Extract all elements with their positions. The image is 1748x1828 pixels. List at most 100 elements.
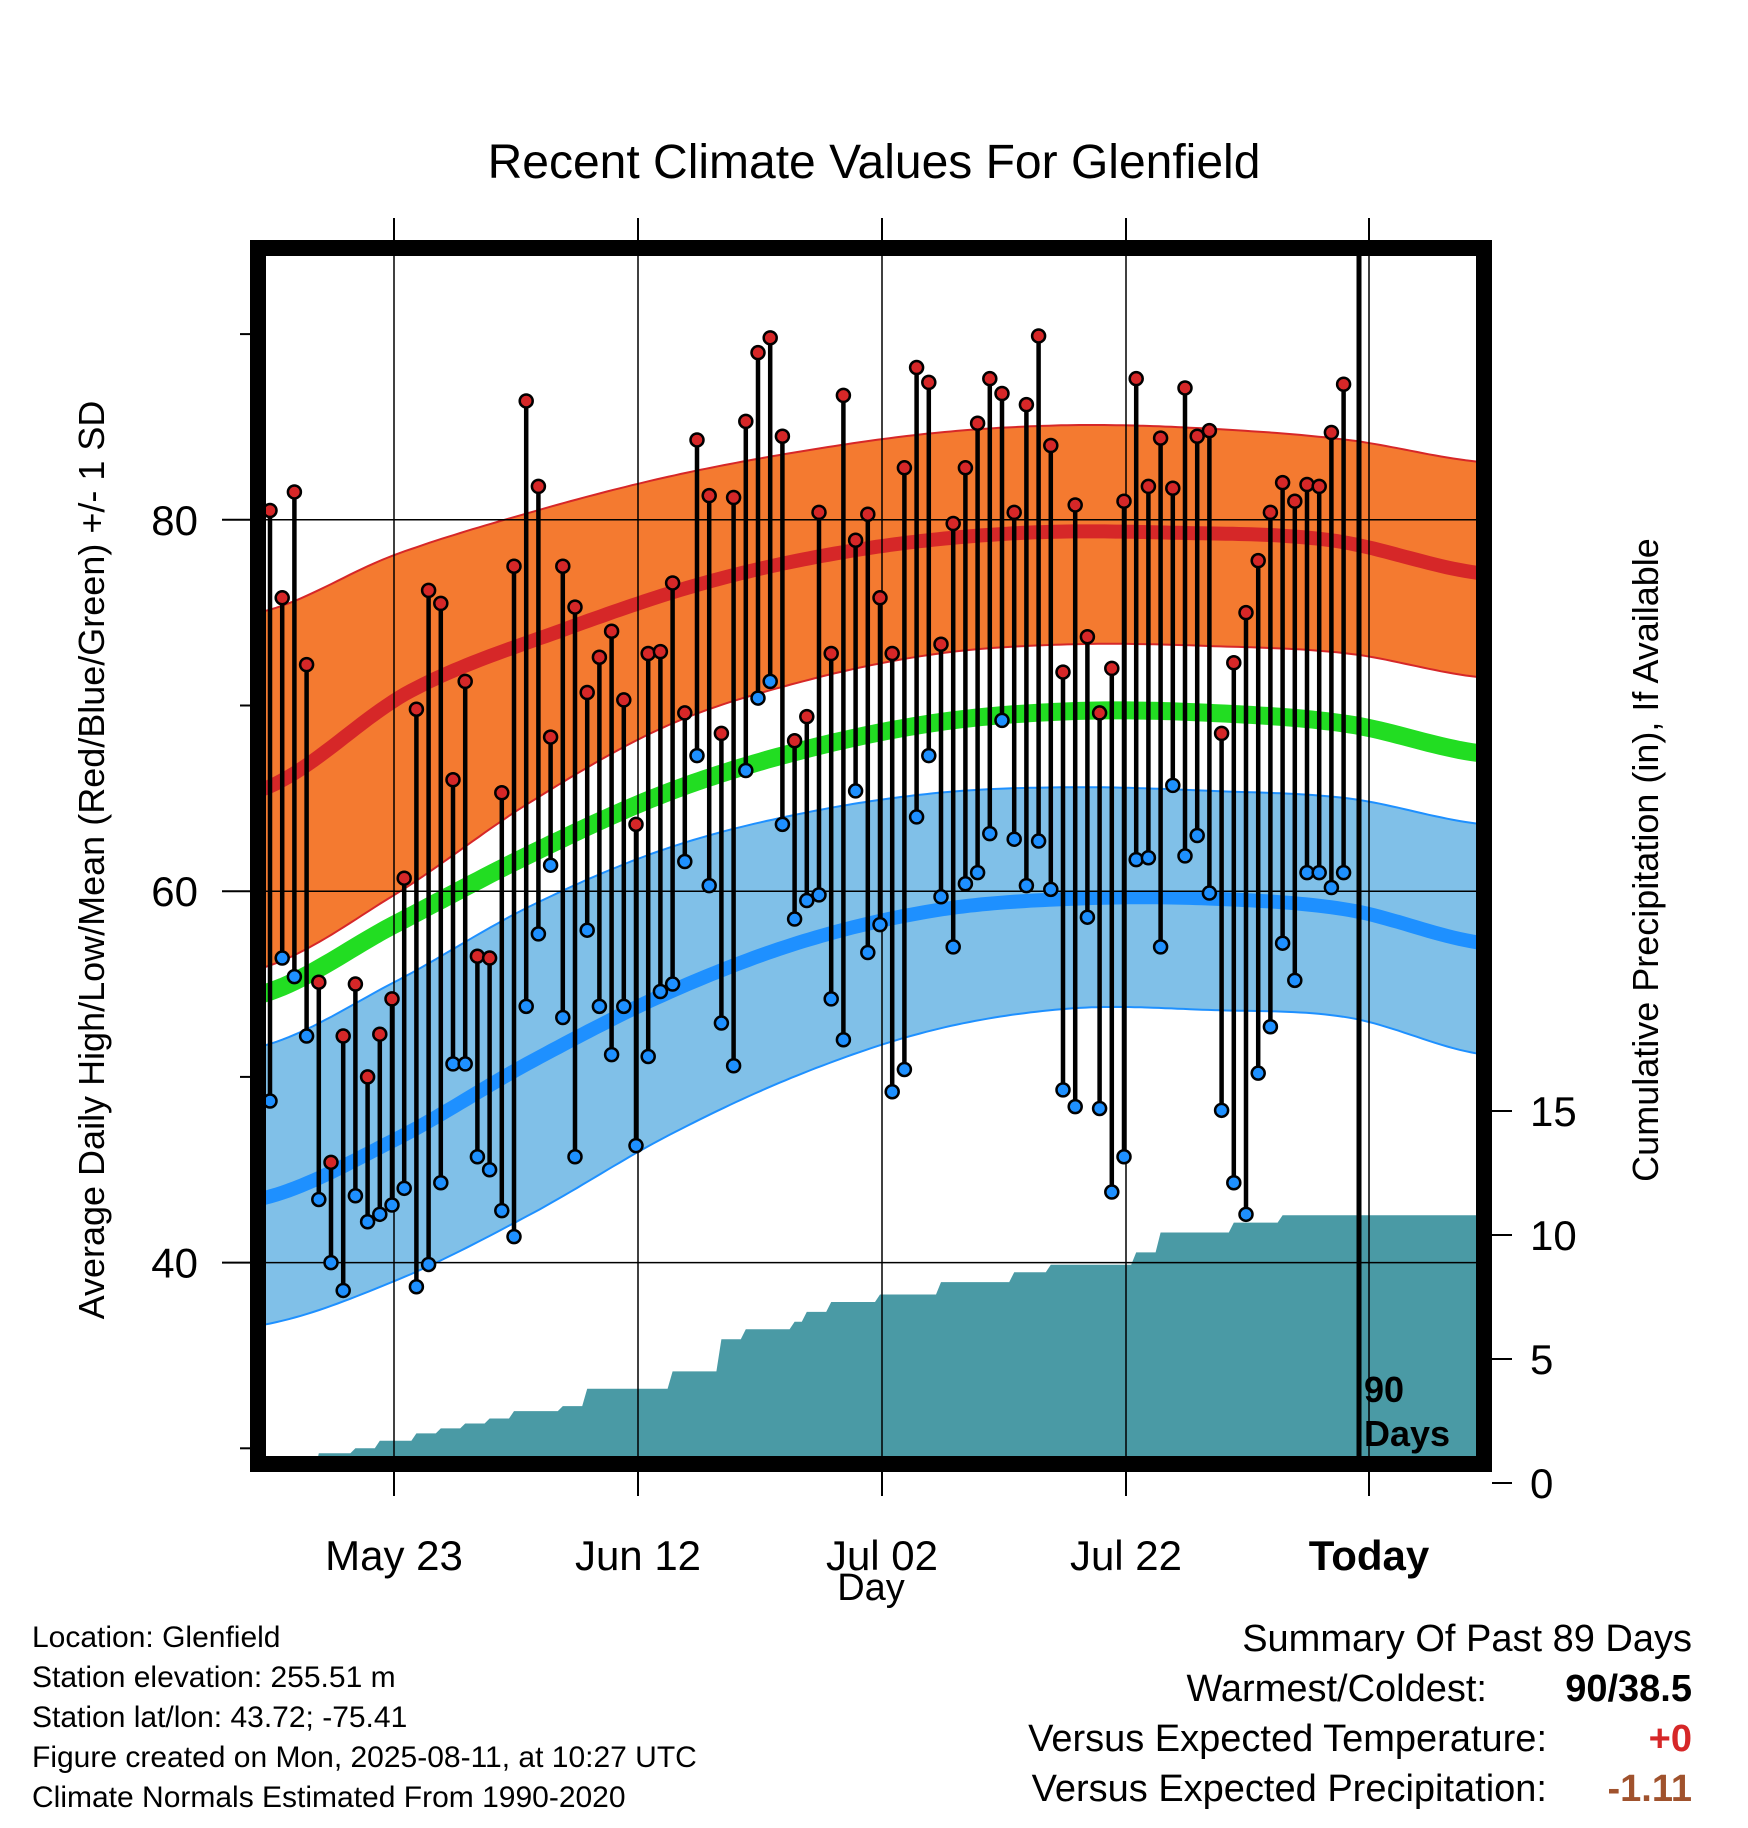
- daily-bar: [994, 385, 1010, 729]
- daily-high-point: [994, 385, 1010, 402]
- daily-low-point: [494, 1202, 510, 1219]
- daily-high-point: [628, 816, 644, 833]
- chart-title: Recent Climate Values For Glenfield: [488, 136, 1261, 189]
- daily-bar: [957, 460, 974, 892]
- daily-high-point: [1152, 430, 1169, 446]
- y-axis-label-left: Average Daily High/Low/Mean (Red/Blue/Gr…: [71, 401, 112, 1320]
- daily-high-point: [664, 575, 681, 591]
- x-tick-label: Jun 12: [575, 1532, 701, 1579]
- daily-high-point: [372, 1026, 388, 1042]
- station-elevation: Station elevation: 255.51 m: [32, 1661, 396, 1694]
- daily-low-point: [969, 864, 986, 881]
- daily-high-point: [481, 950, 498, 966]
- daily-high-point: [884, 645, 900, 662]
- daily-low-point: [298, 1028, 315, 1044]
- daily-bar: [311, 974, 327, 1208]
- daily-high-point: [677, 705, 693, 721]
- axes-layer: 40 60 80 0 5 10 15 May 23 Jun 12 Jul 02 Jul 22 Toda…: [151, 218, 1577, 1579]
- daily-bar: [908, 359, 925, 825]
- daily-low-point: [701, 877, 717, 894]
- daily-bar: [1299, 476, 1315, 881]
- daily-low-point: [982, 825, 998, 842]
- daily-low-point: [1079, 909, 1096, 925]
- daily-low-point: [420, 1256, 437, 1273]
- daily-low-point: [1006, 831, 1022, 847]
- daily-low-point: [713, 1015, 730, 1031]
- summary-precip-row: Versus Expected Precipitation: -1.11: [792, 1768, 1692, 1818]
- daily-high-point: [1116, 493, 1132, 509]
- daily-bar: [1250, 552, 1266, 1081]
- daily-low-point: [786, 911, 803, 927]
- daily-high-point: [1165, 480, 1181, 496]
- daily-bar: [823, 645, 839, 1007]
- daily-high-point: [823, 645, 839, 662]
- daily-high-point: [933, 636, 949, 652]
- y-tick-label-right: 0: [1530, 1460, 1553, 1507]
- daily-low-point: [1323, 879, 1340, 896]
- daily-bar: [1323, 424, 1340, 896]
- daily-high-point: [396, 870, 412, 886]
- station-location: Location: Glenfield: [32, 1621, 281, 1654]
- daily-low-point: [579, 922, 595, 938]
- daily-bar: [1091, 705, 1108, 1117]
- daily-bar: [1030, 328, 1047, 849]
- daily-low-point: [274, 950, 290, 966]
- y-tick-label-right: 15: [1530, 1088, 1577, 1135]
- daily-high-point: [1043, 437, 1059, 454]
- daily-low-point: [1262, 1019, 1279, 1035]
- daily-high-point: [1128, 370, 1144, 387]
- daily-bar: [689, 432, 705, 764]
- daily-bar: [738, 413, 754, 779]
- daily-low-point: [311, 1191, 327, 1208]
- daily-low-point: [1226, 1174, 1242, 1191]
- summary-warmest-row: Warmest/Coldest: 90/38.5: [792, 1668, 1692, 1718]
- daily-low-point: [738, 762, 754, 779]
- daily-bar: [1201, 422, 1218, 901]
- daily-high-point: [542, 729, 559, 745]
- y-tick-label-right: 5: [1530, 1336, 1553, 1383]
- daily-low-point: [811, 887, 827, 903]
- daily-bars-layer: [262, 328, 1352, 1299]
- daily-high-point: [1311, 478, 1327, 495]
- daily-low-point: [1311, 864, 1327, 881]
- daily-bar: [567, 599, 583, 1165]
- daily-low-point: [1238, 1206, 1254, 1223]
- daily-bar: [603, 623, 620, 1063]
- daily-low-point: [652, 983, 669, 1000]
- daily-low-point: [530, 926, 547, 942]
- x-tick-label: May 23: [325, 1532, 463, 1579]
- daily-bar: [457, 673, 473, 1072]
- daily-low-point: [762, 673, 778, 690]
- daily-high-point: [847, 532, 864, 548]
- daily-bar: [725, 489, 742, 1074]
- daily-high-point: [1067, 497, 1083, 513]
- daily-bar: [701, 487, 717, 894]
- daily-bar: [420, 582, 437, 1273]
- daily-low-point: [689, 747, 705, 764]
- daily-low-point: [359, 1213, 376, 1230]
- daily-bar: [542, 729, 559, 873]
- daily-high-point: [872, 590, 888, 606]
- daily-bar: [884, 645, 900, 1100]
- daily-high-point: [1226, 655, 1242, 671]
- y-tick-label-right: 10: [1530, 1212, 1577, 1259]
- normal-mean-line: [258, 701, 1484, 1004]
- daily-bar: [762, 330, 778, 690]
- daily-low-point: [506, 1228, 522, 1245]
- daily-low-point: [1030, 833, 1047, 849]
- daily-high-point: [408, 701, 425, 717]
- daily-high-point: [738, 413, 754, 430]
- daily-low-point: [1104, 1184, 1120, 1200]
- daily-high-point: [896, 460, 913, 476]
- daily-bar: [921, 374, 937, 764]
- daily-bar: [713, 725, 730, 1031]
- daily-high-point: [860, 506, 876, 522]
- daily-bar: [1189, 428, 1205, 844]
- precipitation-layer: [306, 1215, 1484, 1464]
- warmest-label: Warmest/Coldest:: [1186, 1668, 1487, 1710]
- daily-bar: [286, 484, 303, 985]
- daily-bar: [555, 558, 571, 1026]
- daily-high-point: [1079, 629, 1096, 645]
- daily-high-point: [689, 432, 705, 448]
- daily-bar: [811, 504, 827, 903]
